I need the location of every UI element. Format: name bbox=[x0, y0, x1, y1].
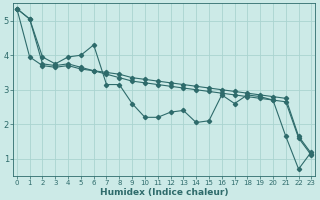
X-axis label: Humidex (Indice chaleur): Humidex (Indice chaleur) bbox=[100, 188, 228, 197]
